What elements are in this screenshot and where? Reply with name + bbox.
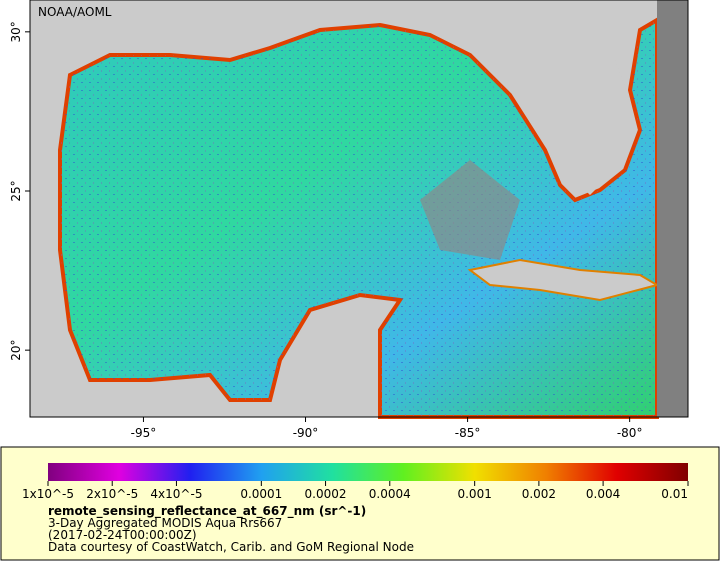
no-data-strip [657,0,688,417]
time: (2017-02-24T00:00:00Z) [48,528,197,542]
map: NOAA/AOML [29,0,689,419]
sea-texture [60,20,657,417]
colorbar-tick-label: 2x10^-5 [86,487,138,501]
credit-box [32,2,106,20]
colorbar-tick-label: 4x10^-5 [150,487,202,501]
x-tick-label: -80° [617,426,643,440]
colorbar-tick-label: 0.0004 [369,487,411,501]
colorbar-tick-label: 0.0002 [305,487,347,501]
florida [560,60,630,195]
axes: -95° -90° -85° -80° 20° 25° 30° [9,21,642,440]
colorbar [48,463,688,481]
colorbar-ticks: 1x10^-5 2x10^-5 4x10^-5 0.0001 0.0002 0.0004 0… [22,481,689,501]
colorbar-tick-label: 0.01 [661,487,688,501]
courtesy: Data courtesy of CoastWatch, Carib. and … [48,540,414,554]
variable: remote_sensing_reflectance_at_667_nm (sr… [48,504,366,519]
x-tick-label: -95° [131,426,157,440]
colorbar-tick-label: 1x10^-5 [22,487,74,501]
description: 3-Day Aggregated MODIS Aqua Rrs667 [48,516,282,530]
y-tick-label: 30° [9,21,23,42]
credit: NOAA/AOML [38,5,112,19]
colorbar-tick-label: 0.0001 [240,487,282,501]
x-tick-label: -90° [293,426,319,440]
y-tick-label: 25° [9,180,23,201]
colorbar-tick-label: 0.002 [522,487,556,501]
map-frame [29,0,689,418]
colorbar-tick-label: 0.004 [586,487,620,501]
x-tick-label: -85° [455,426,481,440]
no-data [420,160,520,260]
y-tick-label: 20° [9,340,23,361]
colorbar-tick-label: 0.001 [457,487,491,501]
